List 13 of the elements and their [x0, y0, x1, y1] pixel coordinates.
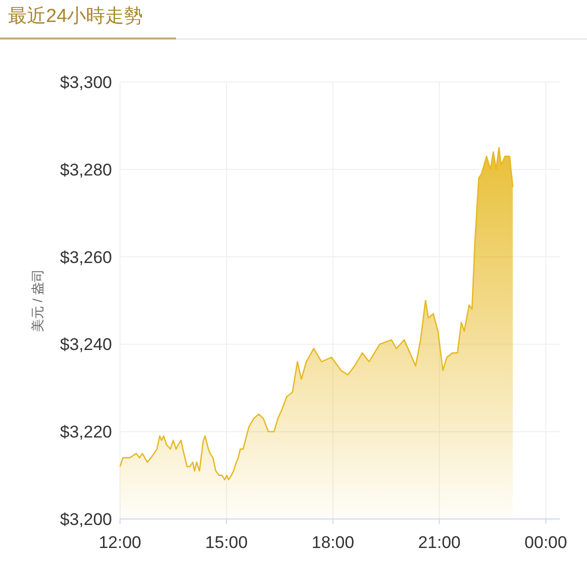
chart-title: 最近24小時走勢	[8, 6, 144, 27]
x-tick-label: 00:00	[524, 533, 568, 552]
y-tick-label: $3,280	[60, 160, 112, 180]
y-tick-label: $3,300	[60, 73, 112, 92]
y-tick-label: $3,240	[60, 335, 112, 354]
x-tick-label: 12:00	[98, 533, 142, 552]
y-tick-label: $3,200	[60, 510, 112, 529]
y-tick-label: $3,220	[60, 422, 112, 442]
y-tick-label: $3,260	[60, 248, 112, 267]
y-axis-title: 美元 / 盎司	[30, 269, 45, 332]
x-tick-label: 21:00	[418, 533, 461, 552]
x-tick-label: 15:00	[205, 533, 248, 552]
x-tick-label: 18:00	[312, 533, 354, 552]
